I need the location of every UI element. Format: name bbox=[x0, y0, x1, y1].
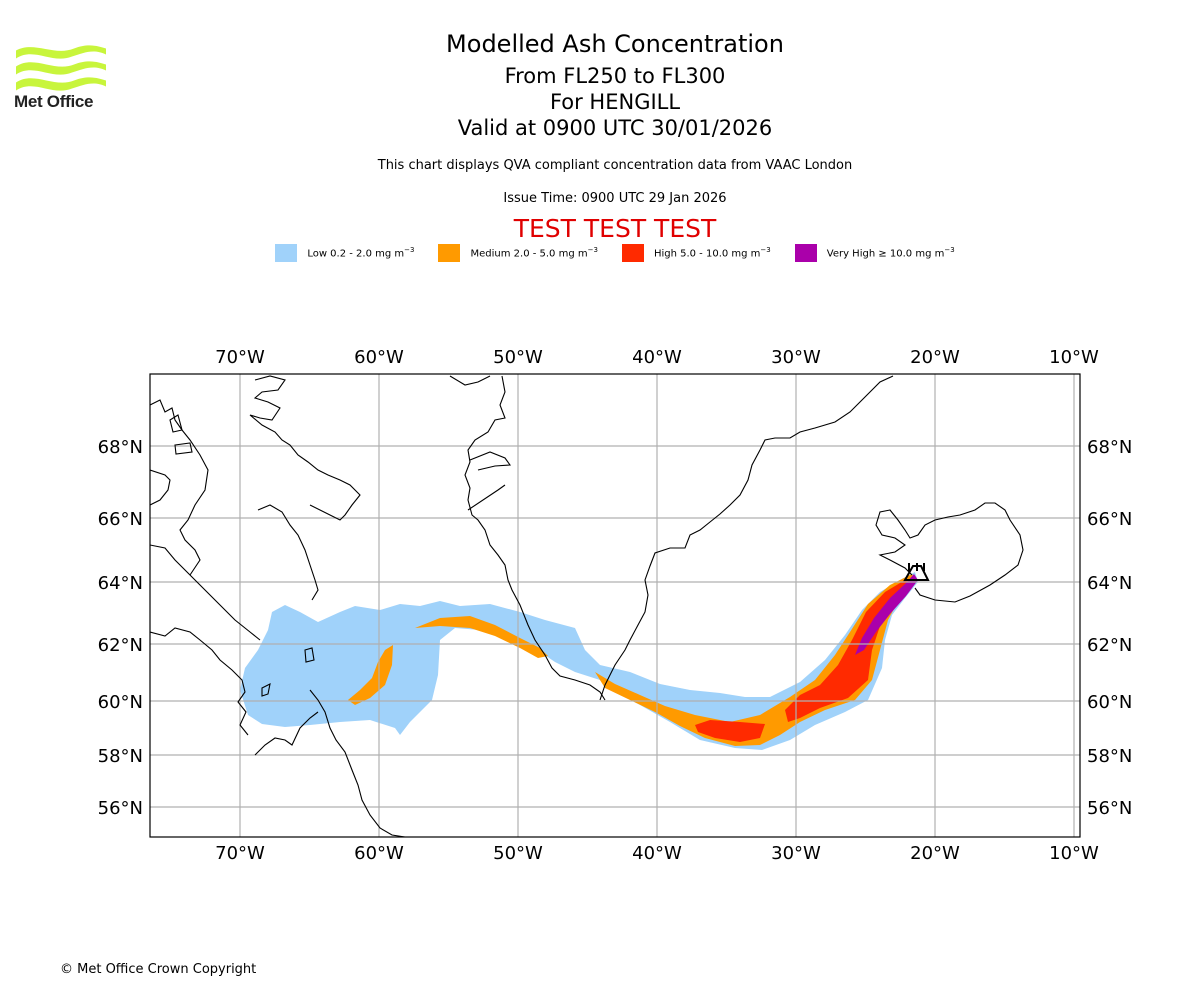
lat-tick-right: 64°N bbox=[1087, 573, 1132, 594]
coastline-greenland-south bbox=[599, 375, 894, 701]
island-lab-2 bbox=[304, 647, 315, 663]
coastline-iceland bbox=[875, 502, 1024, 603]
coastline-baffin-west bbox=[150, 399, 209, 576]
legend-exponent: −3 bbox=[404, 246, 415, 255]
legend-exponent: −3 bbox=[587, 246, 598, 255]
volcano-marker-icon bbox=[903, 563, 930, 581]
lat-tick-right: 56°N bbox=[1087, 798, 1132, 819]
ash-very-high-region bbox=[855, 574, 918, 655]
lon-tick-top: 40°W bbox=[632, 347, 682, 368]
lat-tick-left: 66°N bbox=[98, 509, 143, 530]
legend-item-very-high: Very High ≥ 10.0 mg m−3 bbox=[794, 244, 955, 262]
coastline-hudson-strait bbox=[150, 544, 261, 641]
lat-tick-right: 62°N bbox=[1087, 635, 1132, 656]
legend-swatch bbox=[794, 244, 817, 262]
coastline-labrador bbox=[309, 689, 406, 837]
coastlines bbox=[150, 375, 1024, 837]
coastline-foxe bbox=[150, 469, 171, 506]
coastline-ungava bbox=[150, 627, 249, 736]
lon-tick-bottom: 60°W bbox=[354, 843, 404, 864]
coastline-labrador-2 bbox=[254, 711, 319, 756]
lon-tick-top: 50°W bbox=[493, 347, 543, 368]
legend-swatch bbox=[621, 244, 644, 262]
legend-swatch bbox=[275, 244, 298, 262]
legend-label: High 5.0 - 10.0 mg m−3 bbox=[653, 246, 771, 260]
island-lab-1 bbox=[261, 683, 271, 697]
logo-wave-1 bbox=[16, 45, 106, 59]
lon-tick-top: 70°W bbox=[215, 347, 265, 368]
valid-time: Valid at 0900 UTC 30/01/2026 bbox=[457, 116, 773, 140]
legend-label: Medium 2.0 - 5.0 mg m−3 bbox=[470, 246, 598, 260]
coastline-baffin-east bbox=[249, 375, 361, 521]
volcano-name: For HENGILL bbox=[549, 90, 681, 114]
lon-tick-top: 20°W bbox=[910, 347, 960, 368]
ash-high-region bbox=[695, 580, 912, 742]
copyright: © Met Office Crown Copyright bbox=[60, 962, 257, 977]
ash-layer bbox=[240, 572, 918, 750]
legend-swatch bbox=[438, 244, 461, 262]
logo-wave-3 bbox=[16, 77, 106, 91]
lon-tick-bottom: 70°W bbox=[215, 843, 265, 864]
island-small-2 bbox=[169, 414, 183, 433]
lat-tick-left: 64°N bbox=[98, 573, 143, 594]
legend-item-low: Low 0.2 - 2.0 mg m−3 bbox=[275, 244, 414, 262]
fjord-greenland-1 bbox=[469, 451, 512, 471]
lat-tick-left: 60°N bbox=[98, 692, 143, 713]
lat-tick-left: 68°N bbox=[98, 437, 143, 458]
chart-title: Modelled Ash Concentration bbox=[446, 30, 784, 58]
lat-tick-left: 62°N bbox=[98, 635, 143, 656]
lon-tick-bottom: 10°W bbox=[1049, 843, 1099, 864]
ash-low-region bbox=[240, 572, 918, 750]
lon-tick-bottom: 20°W bbox=[910, 843, 960, 864]
coastline-cumberland bbox=[257, 504, 319, 601]
lon-tick-top: 60°W bbox=[354, 347, 404, 368]
lat-tick-right: 58°N bbox=[1087, 746, 1132, 767]
lat-tick-left: 58°N bbox=[98, 746, 143, 767]
map-frame bbox=[149, 373, 1081, 838]
legend-exponent: −3 bbox=[760, 246, 771, 255]
legend-label: Low 0.2 - 2.0 mg m−3 bbox=[307, 246, 415, 260]
test-banner: TEST TEST TEST bbox=[513, 214, 717, 243]
legend-item-medium: Medium 2.0 - 5.0 mg m−3 bbox=[438, 244, 598, 262]
logo-text: Met Office bbox=[14, 92, 94, 111]
lon-tick-top: 30°W bbox=[771, 347, 821, 368]
legend: Low 0.2 - 2.0 mg m−3 Medium 2.0 - 5.0 mg … bbox=[0, 244, 1200, 262]
graticule bbox=[150, 374, 1080, 837]
flight-levels: From FL250 to FL300 bbox=[504, 64, 726, 88]
logo-wave-2 bbox=[16, 61, 106, 75]
lat-tick-right: 68°N bbox=[1087, 437, 1132, 458]
lon-tick-bottom: 40°W bbox=[632, 843, 682, 864]
coastline-greenland-west bbox=[449, 375, 606, 701]
lat-tick-left: 56°N bbox=[98, 798, 143, 819]
legend-item-high: High 5.0 - 10.0 mg m−3 bbox=[621, 244, 771, 262]
description: This chart displays QVA compliant concen… bbox=[377, 158, 853, 173]
met-office-logo bbox=[16, 45, 106, 91]
legend-exponent: −3 bbox=[944, 246, 955, 255]
issue-time: Issue Time: 0900 UTC 29 Jan 2026 bbox=[503, 191, 727, 206]
lat-tick-right: 66°N bbox=[1087, 509, 1132, 530]
island-small-1 bbox=[174, 442, 193, 455]
axis-ticks: 70°W 70°W 60°W 60°W 50°W 50°W 40°W 40°W 30°W 30°W… bbox=[98, 347, 1133, 864]
lon-tick-top: 10°W bbox=[1049, 347, 1099, 368]
lon-tick-bottom: 30°W bbox=[771, 843, 821, 864]
legend-label: Very High ≥ 10.0 mg m−3 bbox=[826, 246, 955, 260]
lat-tick-right: 60°N bbox=[1087, 692, 1132, 713]
lon-tick-bottom: 50°W bbox=[493, 843, 543, 864]
fjord-greenland-2 bbox=[467, 484, 506, 511]
